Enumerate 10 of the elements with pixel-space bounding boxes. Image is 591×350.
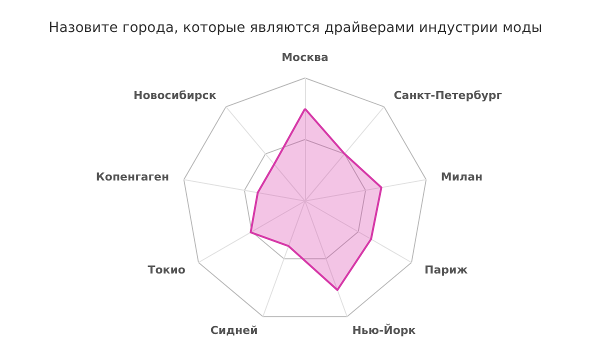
- spoke-label: Париж: [424, 264, 468, 276]
- spoke-label: Нью-Йорк: [352, 323, 416, 338]
- spoke-label: Токио: [148, 264, 186, 276]
- spoke-label: Копенгаген: [96, 170, 170, 184]
- spoke-label: Москва: [282, 51, 328, 64]
- spoke-label: Новосибирск: [134, 88, 217, 102]
- spoke-label: Милан: [440, 170, 483, 184]
- chart-title: Назовите города, которые являются драйверами индустрии моды: [48, 20, 542, 36]
- spoke-label: Санкт-Петербург: [394, 88, 502, 102]
- spoke-label: Сидней: [210, 324, 258, 338]
